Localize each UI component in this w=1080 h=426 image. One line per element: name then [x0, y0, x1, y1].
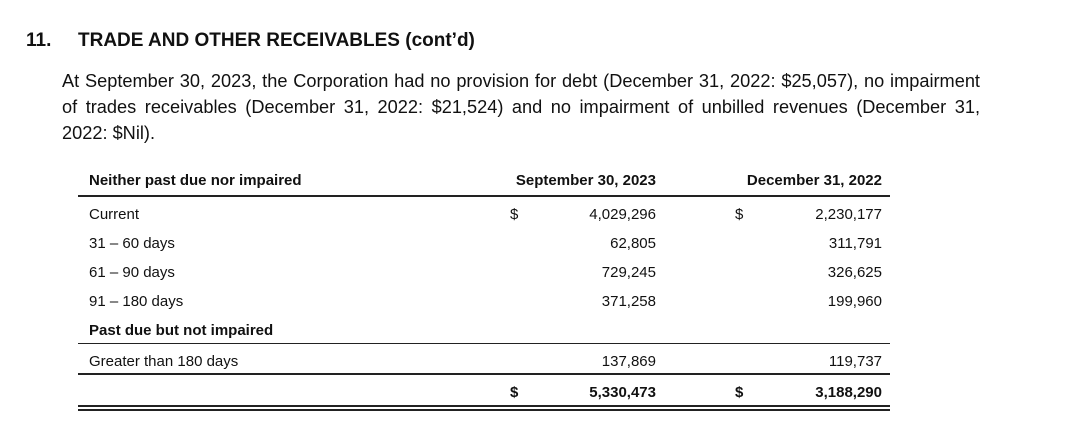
total-value-2022: 3,188,290	[815, 384, 882, 401]
row-label-91-180: 91 – 180 days	[89, 293, 184, 310]
table-header-label: Neither past due nor impaired	[89, 172, 302, 189]
section-number: 11.	[26, 30, 52, 51]
row-value-2023: 729,245	[601, 264, 656, 281]
intro-paragraph: At September 30, 2023, the Corporation h…	[62, 71, 980, 143]
row-label-31-60: 31 – 60 days	[89, 235, 175, 252]
row-label-greater-180: Greater than 180 days	[89, 353, 239, 370]
currency-symbol: $	[735, 384, 744, 401]
section-heading: 11. TRADE AND OTHER RECEIVABLES (cont’d)	[26, 30, 475, 52]
row-value-2022: 326,625	[827, 264, 882, 281]
row-value-2022: 119,737	[828, 353, 882, 370]
header-rule	[78, 195, 890, 197]
row-value-2023: 4,029,296	[589, 206, 656, 223]
receivables-table: Neither past due nor impaired September …	[78, 172, 890, 412]
total-double-rule-bottom	[78, 409, 890, 411]
currency-symbol: $	[510, 384, 519, 401]
row-value-2022: 2,230,177	[815, 206, 882, 223]
row-value-2023: 62,805	[610, 235, 656, 252]
subtotal-rule	[78, 373, 890, 375]
column-header-dec-2022: December 31, 2022	[746, 172, 882, 189]
past-due-subheading: Past due but not impaired	[89, 322, 274, 339]
total-value-2023: 5,330,473	[589, 384, 656, 401]
row-value-2023: 371,258	[601, 293, 656, 310]
currency-symbol: $	[735, 206, 744, 223]
currency-symbol: $	[510, 206, 519, 223]
column-header-sep-2023: September 30, 2023	[515, 172, 656, 189]
row-value-2023: 137,869	[601, 353, 656, 370]
section-title: TRADE AND OTHER RECEIVABLES (cont’d)	[78, 30, 475, 51]
total-double-rule-top	[78, 405, 890, 407]
row-value-2022: 199,960	[827, 293, 882, 310]
row-value-2022: 311,791	[828, 235, 882, 252]
row-label-current: Current	[89, 206, 140, 223]
subheading-rule	[78, 343, 890, 344]
row-label-61-90: 61 – 90 days	[89, 264, 175, 281]
